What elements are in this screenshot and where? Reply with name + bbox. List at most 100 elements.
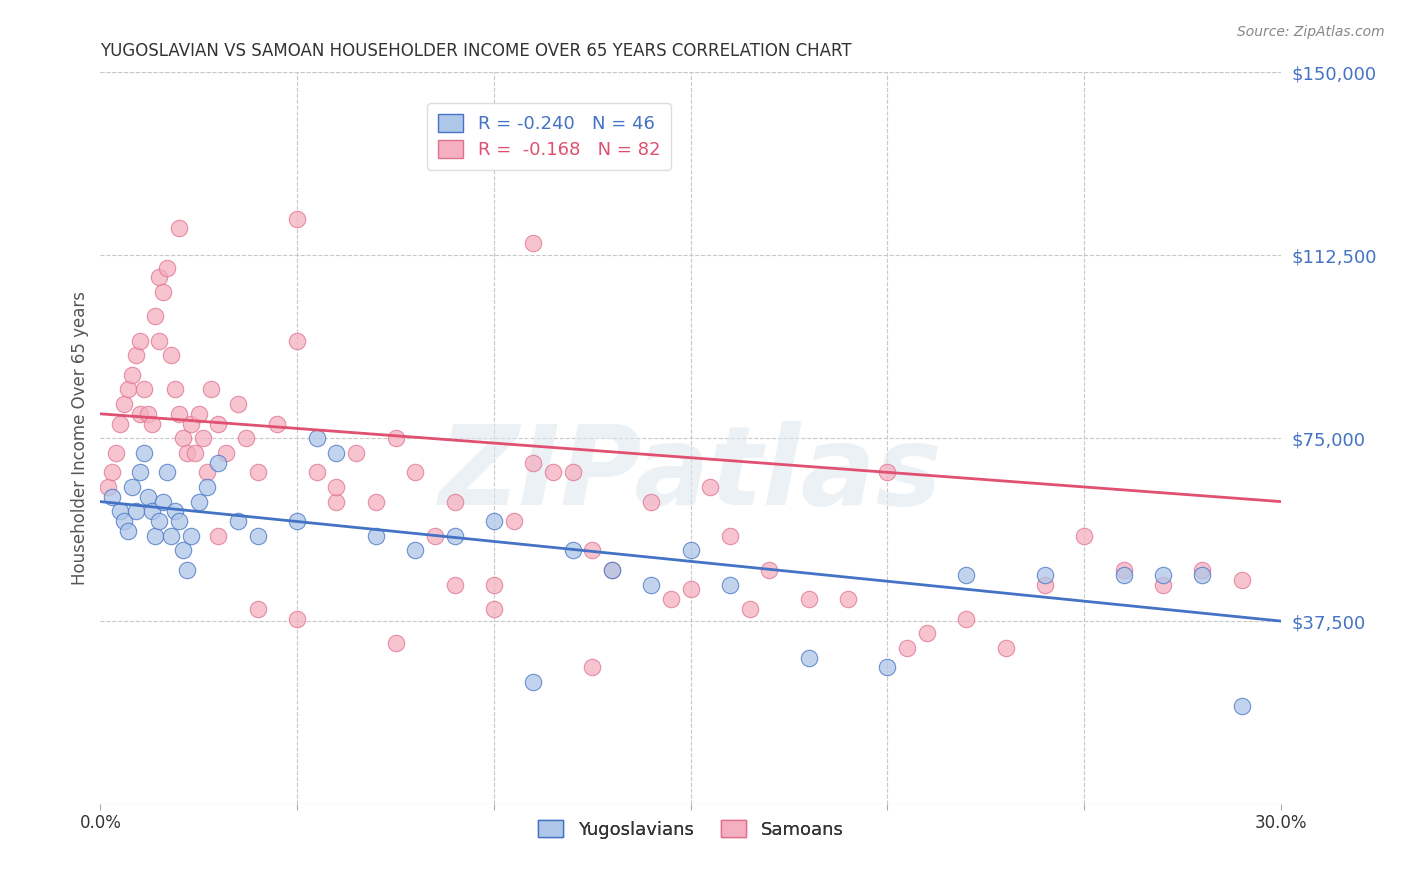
Point	[148, 334, 170, 348]
Point	[404, 466, 426, 480]
Point	[640, 577, 662, 591]
Point	[145, 310, 167, 324]
Point	[246, 602, 269, 616]
Point	[876, 660, 898, 674]
Y-axis label: Householder Income Over 65 years: Householder Income Over 65 years	[72, 291, 89, 585]
Point	[699, 480, 721, 494]
Point	[235, 431, 257, 445]
Point	[160, 348, 183, 362]
Point	[152, 285, 174, 299]
Point	[141, 504, 163, 518]
Text: ZIPatlas: ZIPatlas	[439, 421, 942, 528]
Point	[200, 383, 222, 397]
Point	[285, 612, 308, 626]
Point	[1152, 567, 1174, 582]
Point	[132, 446, 155, 460]
Point	[955, 567, 977, 582]
Point	[246, 529, 269, 543]
Point	[112, 397, 135, 411]
Point	[659, 592, 682, 607]
Point	[112, 514, 135, 528]
Point	[172, 543, 194, 558]
Point	[718, 577, 741, 591]
Point	[160, 529, 183, 543]
Point	[502, 514, 524, 528]
Point	[876, 466, 898, 480]
Point	[443, 529, 465, 543]
Point	[121, 368, 143, 382]
Point	[305, 466, 328, 480]
Point	[117, 383, 139, 397]
Point	[128, 466, 150, 480]
Point	[955, 612, 977, 626]
Point	[180, 529, 202, 543]
Point	[97, 480, 120, 494]
Point	[443, 577, 465, 591]
Point	[207, 417, 229, 431]
Point	[344, 446, 367, 460]
Point	[1191, 567, 1213, 582]
Point	[522, 456, 544, 470]
Point	[915, 626, 938, 640]
Point	[184, 446, 207, 460]
Point	[581, 543, 603, 558]
Point	[1112, 563, 1135, 577]
Point	[423, 529, 446, 543]
Point	[117, 524, 139, 538]
Point	[141, 417, 163, 431]
Point	[156, 466, 179, 480]
Point	[522, 675, 544, 690]
Point	[195, 480, 218, 494]
Point	[482, 514, 505, 528]
Point	[128, 334, 150, 348]
Point	[266, 417, 288, 431]
Point	[738, 602, 761, 616]
Point	[1112, 567, 1135, 582]
Point	[136, 490, 159, 504]
Point	[195, 466, 218, 480]
Point	[101, 466, 124, 480]
Point	[187, 407, 209, 421]
Point	[1033, 567, 1056, 582]
Point	[172, 431, 194, 445]
Point	[837, 592, 859, 607]
Point	[125, 348, 148, 362]
Point	[167, 407, 190, 421]
Point	[797, 592, 820, 607]
Point	[522, 236, 544, 251]
Point	[108, 504, 131, 518]
Point	[600, 563, 623, 577]
Point	[364, 494, 387, 508]
Point	[325, 480, 347, 494]
Point	[797, 650, 820, 665]
Point	[191, 431, 214, 445]
Point	[226, 397, 249, 411]
Point	[679, 582, 702, 597]
Point	[165, 504, 187, 518]
Point	[305, 431, 328, 445]
Point	[148, 514, 170, 528]
Legend: Yugoslavians, Samoans: Yugoslavians, Samoans	[531, 813, 851, 847]
Point	[132, 383, 155, 397]
Point	[285, 211, 308, 226]
Text: YUGOSLAVIAN VS SAMOAN HOUSEHOLDER INCOME OVER 65 YEARS CORRELATION CHART: YUGOSLAVIAN VS SAMOAN HOUSEHOLDER INCOME…	[100, 42, 852, 60]
Point	[325, 494, 347, 508]
Point	[136, 407, 159, 421]
Point	[165, 383, 187, 397]
Point	[581, 660, 603, 674]
Point	[156, 260, 179, 275]
Point	[285, 514, 308, 528]
Point	[482, 602, 505, 616]
Point	[207, 529, 229, 543]
Point	[125, 504, 148, 518]
Point	[994, 640, 1017, 655]
Point	[167, 221, 190, 235]
Point	[561, 466, 583, 480]
Point	[101, 490, 124, 504]
Point	[285, 334, 308, 348]
Point	[600, 563, 623, 577]
Point	[215, 446, 238, 460]
Point	[148, 270, 170, 285]
Point	[207, 456, 229, 470]
Point	[443, 494, 465, 508]
